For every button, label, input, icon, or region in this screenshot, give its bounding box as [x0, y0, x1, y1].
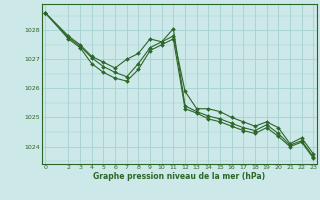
X-axis label: Graphe pression niveau de la mer (hPa): Graphe pression niveau de la mer (hPa) [93, 172, 265, 181]
